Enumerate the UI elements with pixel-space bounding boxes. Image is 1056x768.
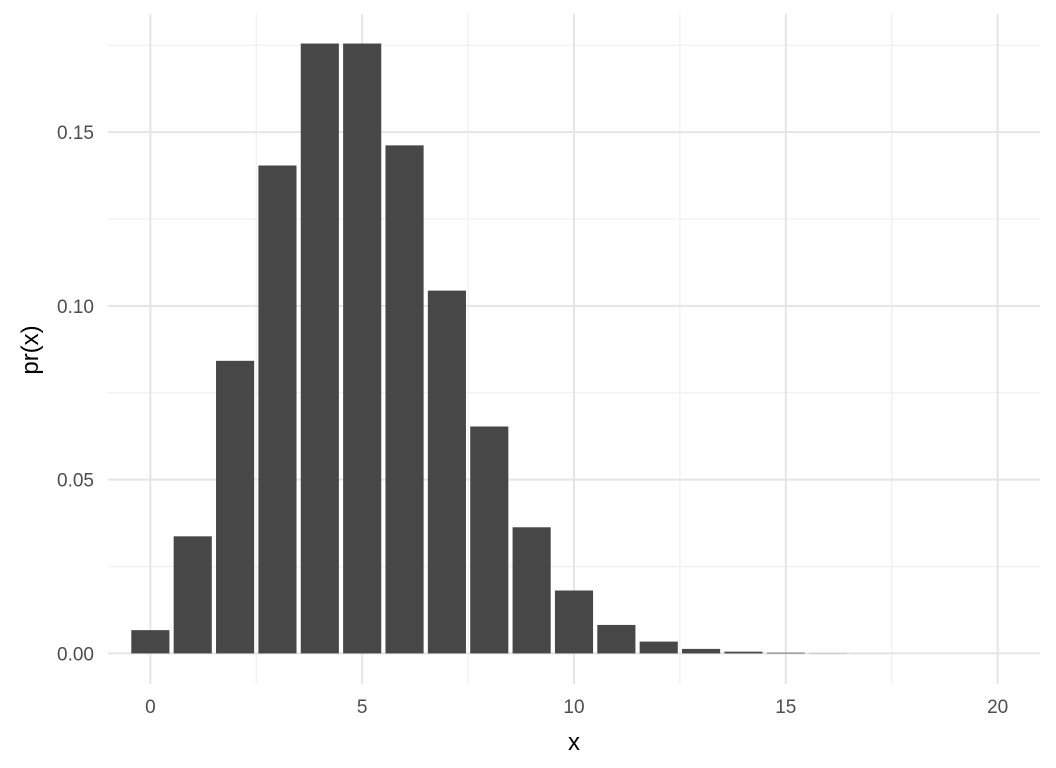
bar-x-9	[512, 527, 551, 654]
x-tick-label: 20	[987, 697, 1008, 718]
x-tick-label: 10	[563, 697, 584, 718]
y-tick-label: 0.10	[57, 297, 94, 318]
bar-x-12	[639, 641, 678, 654]
x-tick-label: 0	[145, 697, 156, 718]
y-tick-labels: 0.00 0.05 0.10 0.15	[57, 123, 94, 665]
bar-x-5	[343, 43, 382, 654]
bar-x-6	[385, 145, 424, 654]
bar-x-14	[724, 651, 763, 654]
x-tick-label: 15	[775, 697, 796, 718]
y-tick-label: 0.05	[57, 471, 94, 492]
bar-x-10	[554, 590, 594, 654]
bar-x-4	[300, 43, 339, 654]
bar-x-15	[766, 652, 805, 654]
bar-x-3	[258, 165, 297, 654]
bars	[131, 43, 1017, 654]
x-tick-labels: 0 5 10 15 20	[145, 697, 1008, 718]
bar-x-2	[216, 360, 255, 654]
y-axis-title: pr(x)	[17, 325, 44, 374]
bar-x-0	[131, 630, 170, 654]
x-tick-label: 5	[357, 697, 368, 718]
bar-x-1	[173, 536, 212, 654]
bar-x-8	[470, 426, 509, 654]
bar-x-7	[427, 290, 466, 654]
y-tick-label: 0.15	[57, 123, 94, 144]
bar-x-13	[682, 648, 721, 654]
x-axis-title: x	[568, 729, 580, 756]
bar-x-11	[597, 624, 636, 654]
y-tick-label: 0.00	[57, 644, 94, 665]
